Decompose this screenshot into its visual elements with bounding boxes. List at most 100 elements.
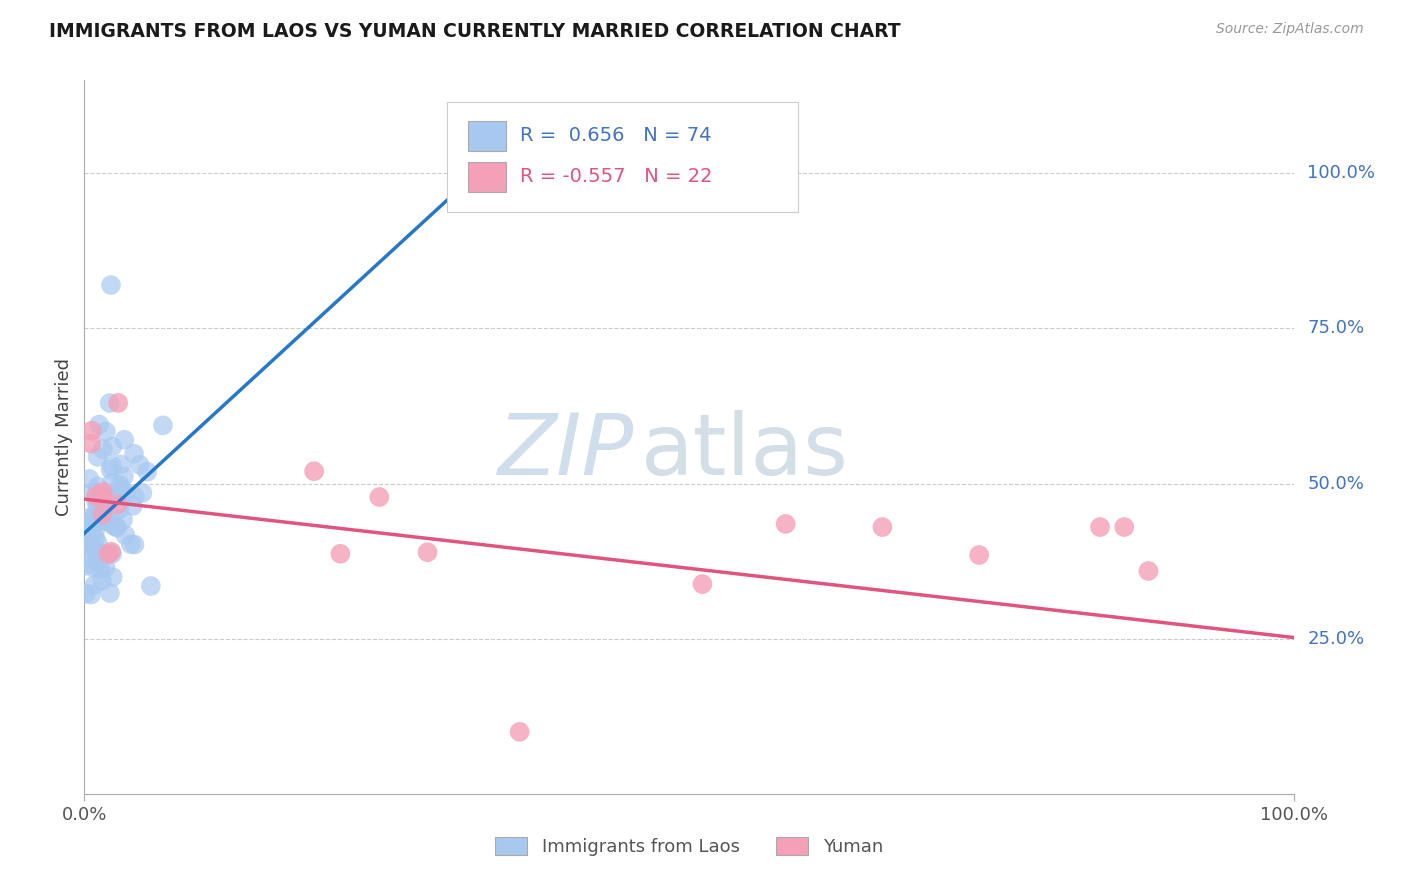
Point [91,508,114,522]
Point [692,577,714,591]
Point [77,537,100,551]
Point [110,458,132,472]
Point [76,521,98,535]
Text: atlas: atlas [641,409,849,493]
Point [84,515,107,529]
Point [368,490,391,504]
FancyBboxPatch shape [447,102,797,212]
Text: Source: ZipAtlas.com: Source: ZipAtlas.com [1216,22,1364,37]
Point [139,579,162,593]
Point [1088,520,1111,534]
Point [98,396,121,410]
Point [1137,564,1160,578]
Point [75,539,97,553]
Point [98,491,121,505]
Legend: Immigrants from Laos, Yuman: Immigrants from Laos, Yuman [488,830,890,863]
Point [114,484,136,499]
Point [83,560,105,574]
Point [101,489,124,503]
Point [1114,520,1136,534]
Point [100,278,122,293]
Point [101,547,124,561]
Point [87,549,110,563]
Point [101,440,124,454]
Point [96,492,118,507]
Point [509,724,531,739]
Point [87,515,110,529]
Point [77,511,100,525]
Point [97,547,120,561]
Point [100,545,122,559]
Point [136,465,159,479]
Point [122,447,145,461]
Point [83,541,105,555]
Point [91,484,114,499]
Point [75,528,97,542]
Point [84,489,107,503]
Point [79,552,101,566]
Text: ZIP: ZIP [498,409,634,493]
Point [84,493,107,508]
Text: 100.0%: 100.0% [1308,164,1375,182]
Point [101,570,124,584]
Point [105,498,128,512]
Point [90,506,112,520]
Point [104,520,127,534]
Point [75,587,97,601]
Point [90,562,112,576]
Text: 50.0%: 50.0% [1308,475,1364,492]
Point [872,520,894,534]
Point [86,500,108,514]
Point [87,480,110,494]
Y-axis label: Currently Married: Currently Married [55,358,73,516]
Point [94,425,117,439]
Point [121,499,143,513]
Point [86,536,108,550]
Point [124,490,146,504]
Point [83,508,105,523]
Point [120,537,142,551]
Text: IMMIGRANTS FROM LAOS VS YUMAN CURRENTLY MARRIED CORRELATION CHART: IMMIGRANTS FROM LAOS VS YUMAN CURRENTLY … [49,22,901,41]
Point [91,489,114,503]
Point [93,509,115,524]
Point [84,524,107,538]
Point [90,546,112,560]
Text: R =  0.656   N = 74: R = 0.656 N = 74 [520,126,711,145]
Bar [468,162,506,193]
Point [152,418,174,433]
Point [108,502,131,516]
Point [80,436,103,450]
Point [89,417,111,432]
Point [101,458,124,473]
Point [76,516,98,531]
Point [101,518,124,533]
Point [329,547,352,561]
Bar [468,121,506,151]
Point [124,538,146,552]
Point [111,513,134,527]
Text: 25.0%: 25.0% [1308,630,1365,648]
Point [94,560,117,574]
Point [79,472,101,486]
Point [91,442,114,456]
Point [80,588,103,602]
Point [82,485,104,500]
Point [97,515,120,529]
Text: R = -0.557   N = 22: R = -0.557 N = 22 [520,167,713,186]
Point [110,482,132,496]
Point [416,545,439,559]
Point [101,475,124,490]
Point [112,469,135,483]
Point [98,586,121,600]
Point [100,462,122,476]
Point [91,574,114,588]
Text: 75.0%: 75.0% [1308,319,1365,337]
Point [108,478,131,492]
Point [967,548,990,562]
Point [107,396,129,410]
Point [86,450,108,464]
Point [86,554,108,568]
Point [75,558,97,573]
Point [114,528,136,542]
Point [302,464,325,478]
